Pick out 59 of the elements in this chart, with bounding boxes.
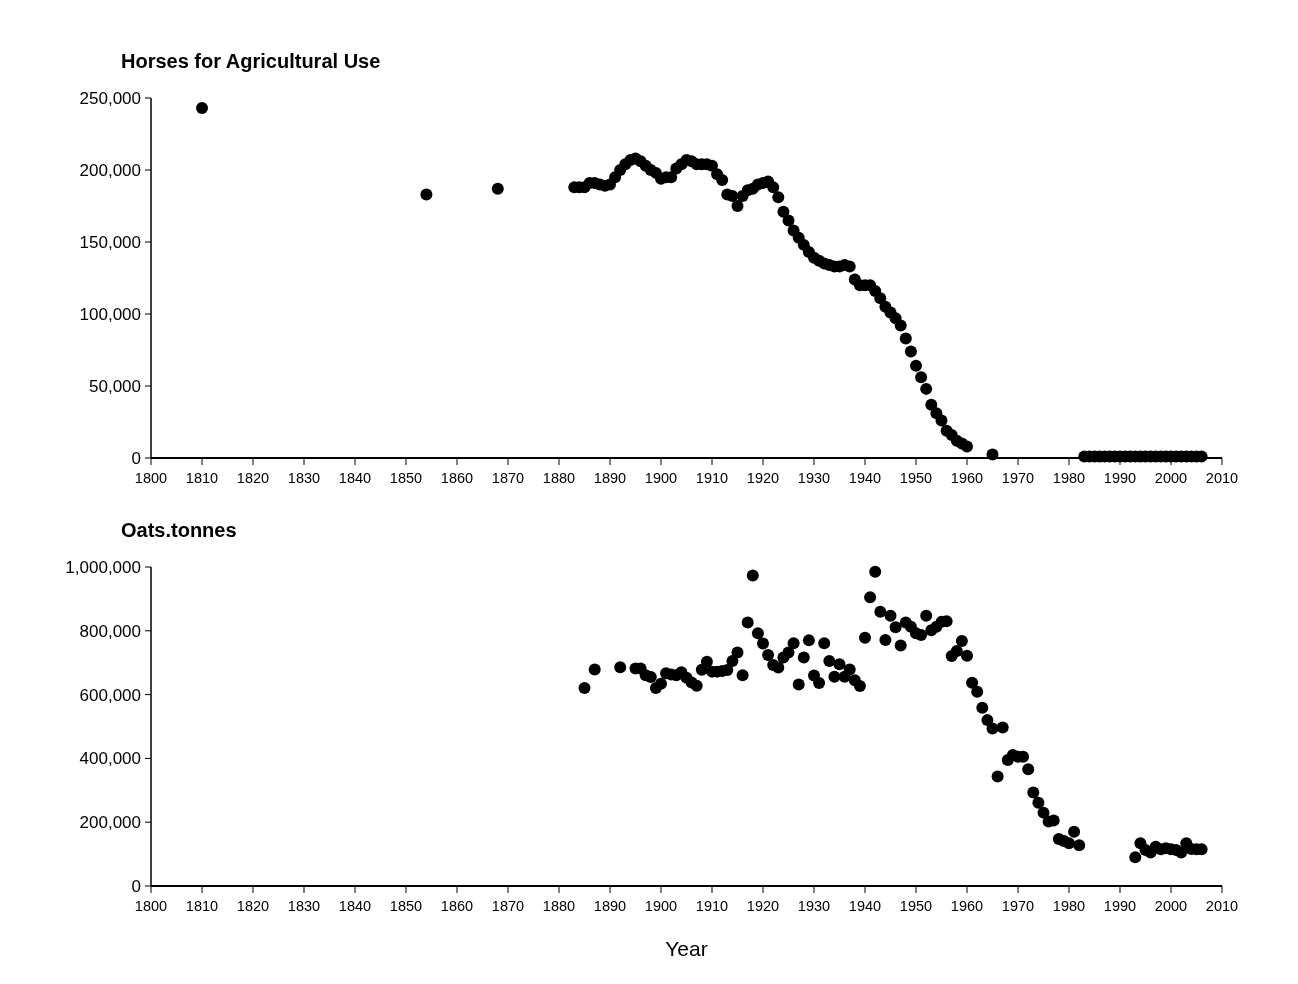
x-tick-label: 1910 xyxy=(695,470,729,486)
y-tick-label: 200,000 xyxy=(79,160,141,180)
x-tick-label: 1800 xyxy=(134,898,168,914)
x-tick-label: 1930 xyxy=(797,898,831,914)
chart-title: Oats.tonnes xyxy=(121,519,237,541)
x-tick-label: 1950 xyxy=(899,470,933,486)
x-tick-label: 1970 xyxy=(1001,898,1035,914)
x-tick-label: 1820 xyxy=(236,470,270,486)
x-tick-label: 2000 xyxy=(1154,470,1188,486)
x-tick-label: 1970 xyxy=(1001,470,1035,486)
x-tick-label: 1900 xyxy=(644,470,678,486)
x-tick-label: 1850 xyxy=(389,470,423,486)
x-tick-label: 1940 xyxy=(848,898,882,914)
x-tick-label: 1870 xyxy=(491,898,525,914)
y-tick-label: 800,000 xyxy=(79,621,141,641)
x-tick-label: 2000 xyxy=(1154,898,1188,914)
y-tick-label: 50,000 xyxy=(89,376,141,396)
y-tick-label: 400,000 xyxy=(79,749,141,769)
x-tick-label: 1840 xyxy=(338,470,372,486)
x-tick-label: 1990 xyxy=(1103,470,1137,486)
y-tick-label: 200,000 xyxy=(79,813,141,833)
y-tick-label: 1,000,000 xyxy=(65,557,141,577)
x-tick-label: 2010 xyxy=(1205,898,1239,914)
x-tick-label: 1930 xyxy=(797,470,831,486)
x-tick-label: 1810 xyxy=(185,470,219,486)
x-axis-title: Year xyxy=(665,937,708,960)
x-tick-label: 1890 xyxy=(593,898,627,914)
x-tick-label: 1880 xyxy=(542,470,576,486)
y-tick-label: 0 xyxy=(131,448,141,468)
x-tick-label: 1900 xyxy=(644,898,678,914)
y-tick-label: 150,000 xyxy=(79,232,141,252)
x-tick-label: 1990 xyxy=(1103,898,1137,914)
x-tick-label: 1820 xyxy=(236,898,270,914)
x-tick-label: 1800 xyxy=(134,470,168,486)
x-tick-label: 1890 xyxy=(593,470,627,486)
y-tick-label: 0 xyxy=(131,876,141,896)
y-tick-label: 600,000 xyxy=(79,685,141,705)
x-tick-label: 1810 xyxy=(185,898,219,914)
x-tick-label: 1960 xyxy=(950,898,984,914)
x-tick-label: 1830 xyxy=(287,898,321,914)
y-tick-label: 250,000 xyxy=(79,88,141,108)
x-tick-label: 1830 xyxy=(287,470,321,486)
x-tick-label: 1910 xyxy=(695,898,729,914)
x-tick-label: 1980 xyxy=(1052,470,1086,486)
x-tick-label: 1860 xyxy=(440,898,474,914)
x-tick-label: 1980 xyxy=(1052,898,1086,914)
x-tick-label: 1840 xyxy=(338,898,372,914)
x-tick-label: 1940 xyxy=(848,470,882,486)
x-tick-label: 1850 xyxy=(389,898,423,914)
x-tick-label: 1920 xyxy=(746,898,780,914)
chart-title: Horses for Agricultural Use xyxy=(121,50,381,72)
x-tick-label: 1880 xyxy=(542,898,576,914)
x-tick-label: 1960 xyxy=(950,470,984,486)
x-tick-label: 1860 xyxy=(440,470,474,486)
x-tick-label: 1870 xyxy=(491,470,525,486)
x-tick-label: 1950 xyxy=(899,898,933,914)
y-tick-label: 100,000 xyxy=(79,304,141,324)
x-tick-label: 2010 xyxy=(1205,470,1239,486)
x-tick-label: 1920 xyxy=(746,470,780,486)
